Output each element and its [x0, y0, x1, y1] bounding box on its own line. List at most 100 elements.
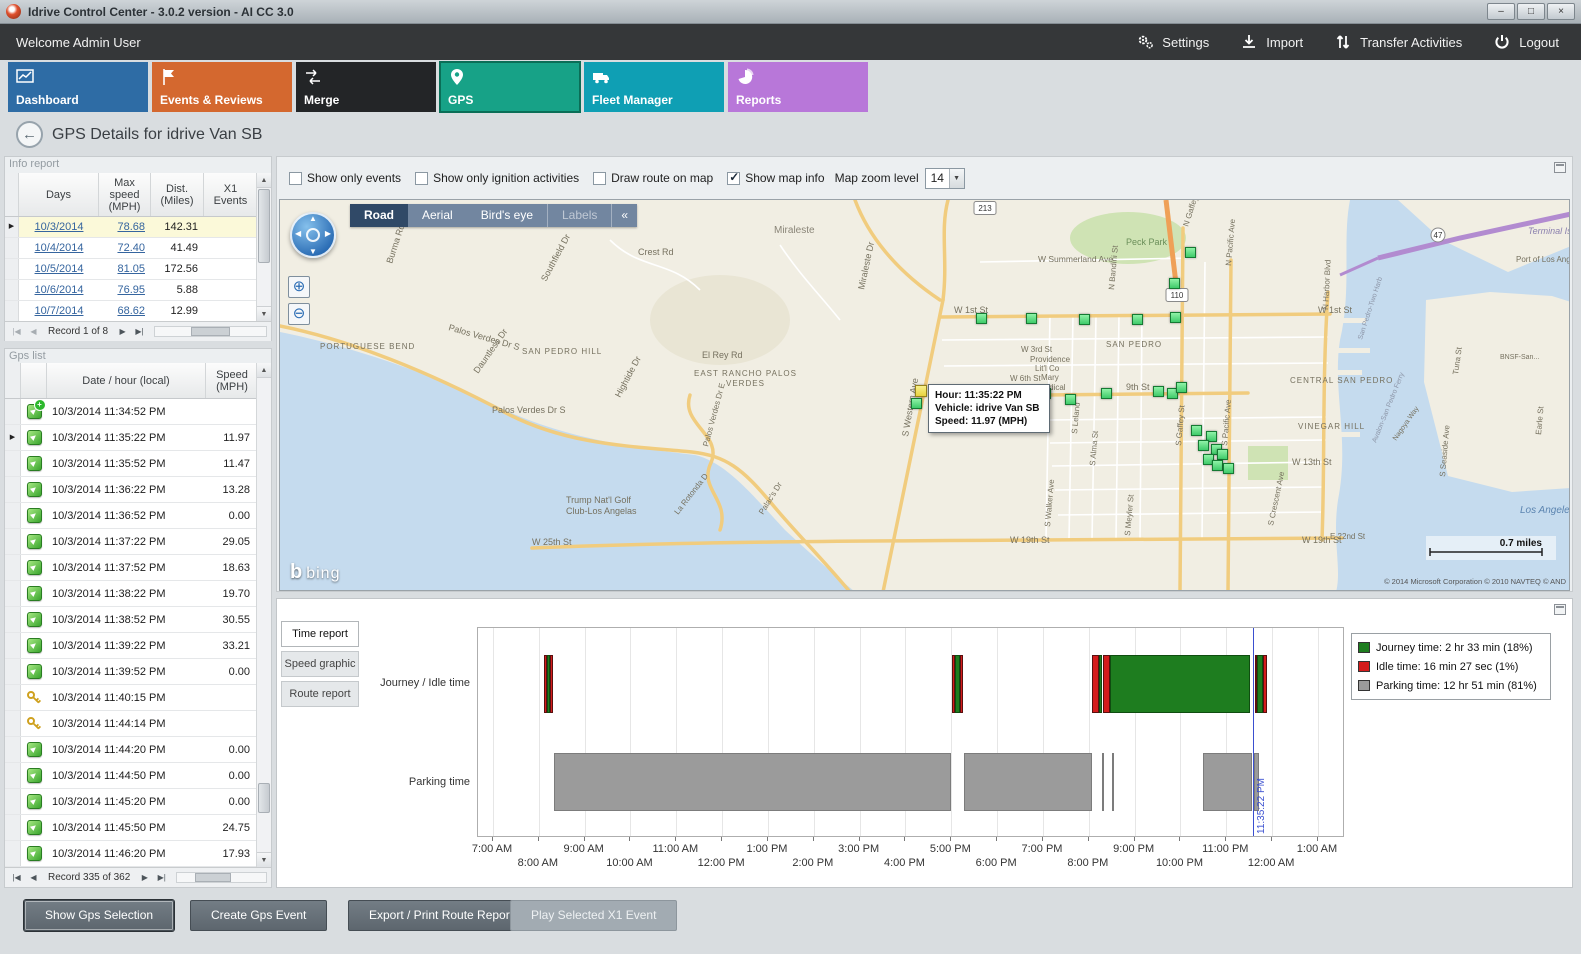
max-speed-cell[interactable]: 72.40 — [117, 242, 145, 254]
tab-dashboard[interactable]: Dashboard — [8, 62, 148, 112]
map-zoom-select[interactable]: 14 ▼ — [924, 167, 965, 189]
datetime-cell[interactable]: 10/3/2014 11:36:52 PM — [52, 509, 166, 522]
gps-list-row[interactable]: 10/3/2014 11:45:50 PM 24.75 — [5, 815, 258, 841]
footer-button-show-gps-selection[interactable]: Show Gps Selection — [24, 900, 175, 931]
gps-marker[interactable] — [1185, 247, 1196, 258]
pan-down-icon[interactable]: ▼ — [309, 247, 317, 256]
tab-reports[interactable]: Reports — [728, 62, 868, 112]
column-header-x1-events[interactable]: X1 Events — [213, 182, 248, 207]
gps-list-row[interactable]: 10/3/2014 11:37:52 PM 18.63 — [5, 555, 258, 581]
column-header-dist[interactable]: Dist. (Miles) — [151, 173, 204, 216]
max-speed-cell[interactable]: 76.95 — [117, 284, 145, 296]
map-tab-aerial[interactable]: Aerial — [422, 208, 453, 222]
tab-events-reviews[interactable]: Events & Reviews — [152, 62, 292, 112]
datetime-cell[interactable]: 10/3/2014 11:34:52 PM — [52, 405, 166, 418]
gps-list-row[interactable]: 10/3/2014 11:34:52 PM — [5, 399, 258, 425]
days-cell[interactable]: 10/3/2014 — [34, 221, 84, 233]
gps-list-row[interactable]: 10/3/2014 11:36:52 PM 0.00 — [5, 503, 258, 529]
tab-time-report[interactable]: Time report — [281, 621, 359, 647]
gps-marker[interactable] — [1223, 463, 1234, 474]
gps-list-row[interactable]: 10/3/2014 11:38:22 PM 19.70 — [5, 581, 258, 607]
info-report-vertical-scrollbar[interactable]: ▲ ▼ — [256, 173, 271, 321]
gps-marker[interactable] — [1198, 440, 1209, 451]
info-report-row[interactable]: 10/5/2014 81.05 172.56 — [5, 259, 257, 280]
gps-list-row[interactable]: ▶ 10/3/2014 11:35:22 PM 11.97 — [5, 425, 258, 451]
gps-list-row[interactable]: 10/3/2014 11:44:14 PM — [5, 711, 258, 737]
datetime-cell[interactable]: 10/3/2014 11:38:52 PM — [52, 613, 166, 626]
gps-list-row[interactable]: 10/3/2014 11:44:50 PM 0.00 — [5, 763, 258, 789]
days-cell[interactable]: 10/6/2014 — [34, 284, 84, 296]
days-cell[interactable]: 10/5/2014 — [34, 263, 84, 275]
gps-marker[interactable] — [1176, 382, 1187, 393]
footer-button-create-gps-event[interactable]: Create Gps Event — [190, 900, 328, 931]
pager-horizontal-scrollbar[interactable] — [176, 872, 267, 883]
maximize-button[interactable]: □ — [1517, 3, 1545, 20]
chevron-down-icon[interactable]: ▼ — [948, 168, 964, 188]
info-report-row[interactable]: 10/6/2014 76.95 5.88 — [5, 280, 257, 301]
pager-prev-button[interactable]: ◀ — [30, 327, 37, 336]
datetime-cell[interactable]: 10/3/2014 11:37:52 PM — [52, 561, 166, 574]
pager-next-button[interactable]: ▶ — [119, 327, 126, 336]
column-header-days[interactable]: Days — [19, 173, 99, 216]
tab-route-report[interactable]: Route report — [281, 681, 359, 707]
map-tab-birdseye[interactable]: Bird's eye — [480, 208, 533, 222]
column-header-datetime[interactable]: Date / hour (local) — [47, 363, 206, 398]
datetime-cell[interactable]: 10/3/2014 11:44:20 PM — [52, 743, 166, 756]
settings-button[interactable]: Settings — [1135, 32, 1209, 52]
tab-speed-graphic[interactable]: Speed graphic — [281, 651, 359, 677]
gps-marker[interactable] — [1191, 425, 1202, 436]
gps-marker[interactable] — [1026, 313, 1037, 324]
pager-next-button[interactable]: ▶ — [141, 873, 148, 882]
panel-expand-icon[interactable] — [1554, 604, 1566, 615]
map-viewport[interactable]: Miraleste Crest Rd Burma Rd Southfield Dr Mi… — [279, 199, 1570, 591]
gps-marker[interactable] — [976, 313, 987, 324]
gps-marker[interactable] — [1167, 388, 1178, 399]
info-report-row[interactable]: 10/7/2014 68.62 12.99 — [5, 301, 257, 322]
datetime-cell[interactable]: 10/3/2014 11:35:52 PM — [52, 457, 166, 470]
gps-list-row[interactable]: 10/3/2014 11:44:20 PM 0.00 — [5, 737, 258, 763]
scroll-up-icon[interactable]: ▲ — [257, 173, 271, 188]
info-report-row[interactable]: ▶ 10/3/2014 78.68 142.31 — [5, 217, 257, 238]
gps-list-row[interactable]: 10/3/2014 11:35:52 PM 11.47 — [5, 451, 258, 477]
max-speed-cell[interactable]: 78.68 — [117, 221, 145, 233]
gps-list-row[interactable]: 10/3/2014 11:38:52 PM 30.55 — [5, 607, 258, 633]
pager-horizontal-scrollbar[interactable] — [154, 326, 267, 337]
info-report-row[interactable]: 10/4/2014 72.40 41.49 — [5, 238, 257, 259]
gps-marker[interactable] — [1203, 454, 1214, 465]
gps-list-vertical-scrollbar[interactable]: ▲ ▼ — [256, 363, 271, 867]
pan-up-icon[interactable]: ▲ — [309, 214, 317, 223]
datetime-cell[interactable]: 10/3/2014 11:35:22 PM — [52, 431, 166, 444]
checkbox-show-map-info[interactable]: Show map info — [727, 170, 825, 185]
gps-marker[interactable] — [1170, 312, 1181, 323]
selected-gps-marker-flag[interactable] — [915, 385, 927, 397]
gps-list-row[interactable]: 10/3/2014 11:40:15 PM — [5, 685, 258, 711]
back-button[interactable]: ← — [16, 121, 43, 148]
map-tabs-collapse-icon[interactable]: « — [611, 204, 637, 227]
transfer-activities-button[interactable]: Transfer Activities — [1333, 32, 1462, 52]
pager-first-button[interactable]: |◀ — [12, 327, 21, 336]
pager-prev-button[interactable]: ◀ — [30, 873, 37, 882]
gps-marker[interactable] — [1169, 278, 1180, 289]
gps-list-row[interactable]: 10/3/2014 11:45:20 PM 0.00 — [5, 789, 258, 815]
gps-list-row[interactable]: 10/3/2014 11:46:20 PM 17.93 — [5, 841, 258, 867]
gps-list-row[interactable]: 10/3/2014 11:39:52 PM 0.00 — [5, 659, 258, 685]
minimize-button[interactable]: – — [1487, 3, 1515, 20]
max-speed-cell[interactable]: 81.05 — [117, 263, 145, 275]
pager-last-button[interactable]: ▶| — [157, 873, 166, 882]
scroll-down-icon[interactable]: ▼ — [257, 852, 271, 867]
pager-first-button[interactable]: |◀ — [12, 873, 21, 882]
datetime-cell[interactable]: 10/3/2014 11:46:20 PM — [52, 847, 166, 860]
tab-merge[interactable]: Merge — [296, 62, 436, 112]
datetime-cell[interactable]: 10/3/2014 11:38:22 PM — [52, 587, 166, 600]
pan-left-icon[interactable]: ◀ — [295, 229, 302, 238]
close-button[interactable]: × — [1547, 3, 1575, 20]
gps-marker[interactable] — [1212, 460, 1223, 471]
selected-gps-marker[interactable] — [911, 398, 922, 409]
datetime-cell[interactable]: 10/3/2014 11:40:15 PM — [52, 691, 166, 704]
days-cell[interactable]: 10/4/2014 — [34, 242, 84, 254]
datetime-cell[interactable]: 10/3/2014 11:45:50 PM — [52, 821, 166, 834]
pan-right-icon[interactable]: ▶ — [324, 229, 331, 238]
days-cell[interactable]: 10/7/2014 — [34, 305, 84, 317]
pager-last-button[interactable]: ▶| — [135, 327, 144, 336]
gps-marker[interactable] — [1079, 314, 1090, 325]
